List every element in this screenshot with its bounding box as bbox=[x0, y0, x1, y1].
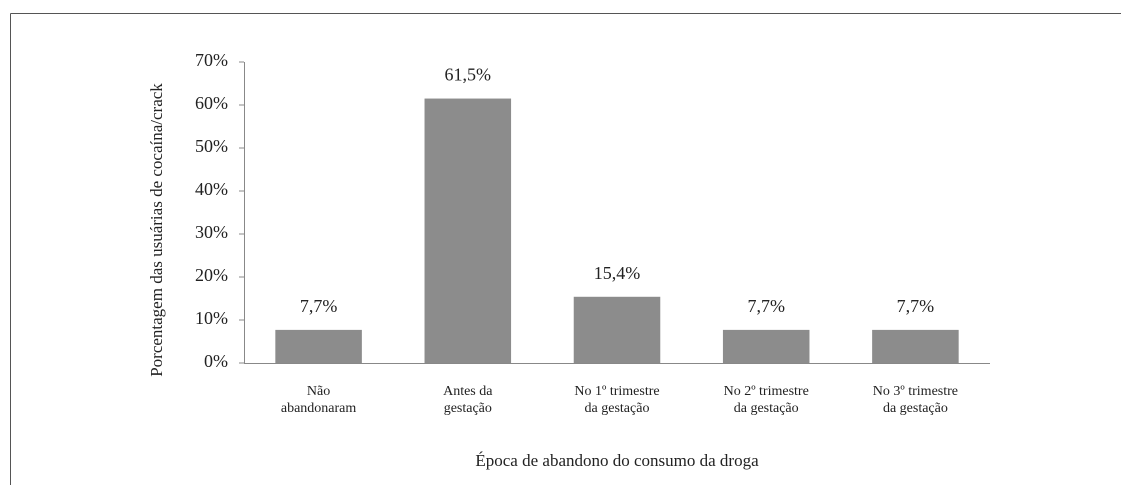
x-axis-title: Época de abandono do consumo da droga bbox=[475, 451, 759, 470]
x-tick-label-line: da gestação bbox=[585, 401, 650, 416]
x-tick-label-line: gestação bbox=[444, 401, 492, 416]
x-tick-label-line: Não bbox=[307, 384, 330, 399]
x-tick-label: Antes da gestação bbox=[443, 384, 493, 416]
x-tick-label: No 2º trimestre da gestação bbox=[724, 384, 809, 416]
y-tick-label: 60% bbox=[195, 93, 228, 113]
bar bbox=[275, 329, 362, 363]
value-label: 7,7% bbox=[747, 296, 785, 316]
value-label: 7,7% bbox=[300, 296, 338, 316]
y-axis-title: Porcentagem das usuárias de cocaína/crac… bbox=[147, 83, 166, 377]
y-tick-label: 40% bbox=[195, 179, 228, 199]
x-tick-label: No 3º trimestre da gestação bbox=[873, 384, 958, 416]
bar bbox=[722, 329, 810, 363]
bar bbox=[872, 329, 959, 363]
x-tick-label: No 1º trimestre da gestação bbox=[574, 384, 659, 416]
y-tick-label: 70% bbox=[195, 50, 228, 70]
bar bbox=[424, 98, 512, 364]
y-tick-label: 30% bbox=[195, 222, 228, 242]
y-tick-label: 10% bbox=[195, 308, 228, 328]
x-tick-label: Não abandonaram bbox=[281, 384, 357, 416]
x-tick-label-line: da gestação bbox=[883, 401, 948, 416]
x-tick-label-line: Antes da bbox=[443, 384, 493, 399]
y-tick-label: 20% bbox=[195, 265, 228, 285]
value-label: 7,7% bbox=[897, 296, 935, 316]
y-tick-label: 50% bbox=[195, 136, 228, 156]
x-tick-label-line: No 1º trimestre bbox=[574, 384, 659, 399]
x-tick-label-line: No 3º trimestre bbox=[873, 384, 958, 399]
x-tick-label-line: abandonaram bbox=[281, 401, 357, 416]
x-tick-label-line: da gestação bbox=[734, 401, 799, 416]
value-label: 15,4% bbox=[594, 263, 641, 283]
bar bbox=[573, 296, 661, 363]
y-tick-label: 0% bbox=[204, 351, 228, 371]
value-label: 61,5% bbox=[445, 65, 492, 85]
x-tick-label-line: No 2º trimestre bbox=[724, 384, 809, 399]
